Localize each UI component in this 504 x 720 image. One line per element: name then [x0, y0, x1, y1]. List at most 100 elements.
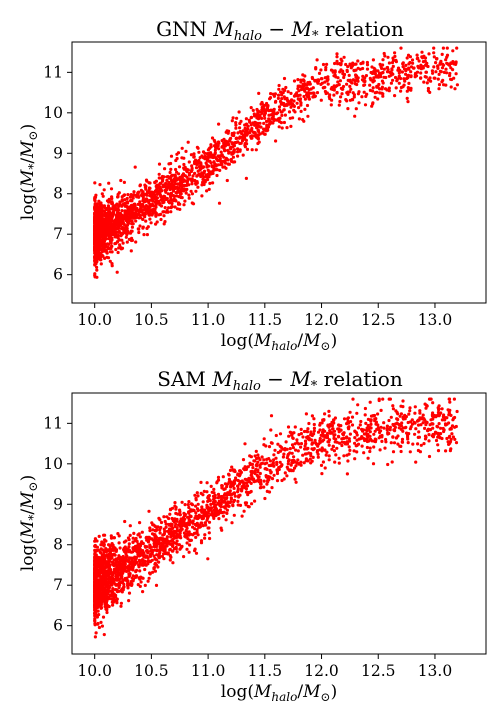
sam-scatter-point	[306, 427, 310, 431]
gnn-scatter-point	[209, 151, 213, 155]
gnn-scatter-point	[299, 80, 303, 84]
sam-scatter-point	[350, 423, 355, 427]
gnn-scatter-point	[339, 57, 343, 61]
sam-scatter-point	[151, 570, 155, 574]
gnn-scatter-point	[236, 147, 240, 151]
gnn-scatter-point	[117, 238, 121, 242]
gnn-scatter-point	[339, 95, 343, 99]
gnn-scatter-point	[97, 199, 101, 203]
gnn-scatter-point	[214, 164, 218, 168]
gnn-scatter-point	[425, 81, 429, 85]
sam-scatter-point	[120, 590, 124, 594]
sam-scatter-point	[107, 604, 111, 609]
gnn-scatter-point	[251, 121, 255, 125]
sam-scatter-point	[400, 421, 404, 425]
gnn-scatter-point	[451, 68, 455, 72]
sam-scatter-point	[341, 433, 345, 437]
sam-scatter-point	[232, 491, 236, 495]
gnn-scatter-point	[353, 114, 357, 118]
sam-scatter-point	[363, 413, 367, 417]
gnn-scatter-point	[335, 52, 339, 56]
gnn-scatter-point	[116, 250, 120, 255]
gnn-scatter-point	[391, 78, 395, 82]
gnn-scatter-point	[163, 206, 167, 210]
gnn-scatter-point	[127, 237, 131, 241]
sam-scatter-point	[262, 458, 266, 462]
sam-scatter-point	[103, 576, 107, 580]
sam-scatter-point	[167, 523, 171, 527]
gnn-scatter-point	[174, 167, 178, 172]
gnn-scatter-point	[406, 73, 411, 77]
gnn-scatter-point	[364, 94, 368, 98]
gnn-scatter-point	[361, 66, 365, 71]
sam-scatter-point	[253, 454, 257, 458]
gnn-scatter-point	[98, 183, 102, 187]
gnn-scatter-point	[387, 89, 391, 93]
sam-scatter-point	[266, 479, 270, 483]
gnn-scatter-point	[390, 71, 394, 75]
sam-scatter-point	[445, 436, 449, 441]
gnn-scatter-point	[419, 63, 423, 67]
gnn-scatter-point	[373, 95, 377, 99]
gnn-scatter-point	[427, 78, 431, 82]
gnn-scatter-point	[284, 85, 288, 90]
sam-scatter-point	[93, 611, 97, 616]
gnn-scatter-point	[354, 62, 358, 66]
gnn-scatter-point	[205, 189, 209, 193]
sam-scatter-point	[141, 590, 145, 594]
sam-scatter-point	[146, 579, 150, 583]
sam-scatter-point	[227, 472, 231, 476]
sam-scatter-point	[359, 419, 363, 424]
gnn-scatter-point	[93, 234, 97, 238]
gnn-scatter-point	[105, 216, 109, 221]
gnn-scatter-point	[444, 67, 448, 71]
sam-scatter-point	[353, 457, 357, 461]
gnn-scatter-point	[267, 109, 271, 113]
gnn-scatter-point	[286, 99, 290, 103]
sam-scatter-point	[134, 549, 138, 553]
gnn-scatter-point	[449, 85, 453, 89]
sam-scatter-point	[127, 574, 131, 579]
gnn-scatter-point	[340, 92, 344, 96]
sam-scatter-point	[222, 499, 226, 503]
gnn-scatter-point	[261, 131, 265, 135]
sam-scatter-point	[303, 452, 307, 456]
sam-scatter-point	[294, 480, 298, 484]
gnn-scatter-point	[122, 222, 126, 226]
sam-scatter-point	[170, 522, 174, 527]
sam-scatter-point	[368, 449, 372, 454]
sam-scatter-point	[127, 545, 131, 549]
gnn-scatter-point	[432, 46, 436, 50]
gnn-scatter-point	[217, 158, 221, 162]
gnn-scatter-point	[93, 215, 97, 219]
gnn-scatter-point	[94, 205, 99, 209]
gnn-scatter-point	[280, 113, 284, 117]
gnn-scatter-point	[439, 59, 443, 63]
gnn-scatter-point	[207, 159, 211, 163]
gnn-scatter-point	[110, 244, 114, 248]
sam-scatter-point	[316, 430, 321, 434]
gnn-scatter-point	[360, 95, 364, 99]
gnn-scatter-point	[120, 209, 124, 213]
sam-scatter-point	[119, 604, 123, 608]
gnn-scatter-point	[420, 50, 424, 54]
gnn-scatter-point	[116, 195, 120, 199]
sam-scatter-point	[205, 481, 209, 485]
sam-scatter-point	[114, 573, 119, 578]
sam-scatter-point	[287, 434, 291, 438]
gnn-scatter-point	[289, 105, 293, 109]
gnn-scatter-point	[431, 71, 435, 75]
gnn-scatter-point	[93, 272, 97, 276]
gnn-scatter-point	[145, 233, 149, 237]
gnn-scatter-point	[285, 126, 289, 130]
gnn-scatter-point	[408, 60, 412, 65]
sam-scatter-point	[114, 549, 118, 554]
sam-scatter-point	[297, 433, 301, 437]
sam-scatter-point	[345, 442, 349, 446]
sam-scatter-point	[449, 426, 453, 430]
gnn-scatter-point	[217, 122, 221, 126]
sam-scatter-point	[322, 418, 326, 422]
sam-scatter-point	[447, 435, 451, 439]
sam-scatter-point	[186, 503, 190, 507]
gnn-scatter-point	[129, 209, 133, 213]
